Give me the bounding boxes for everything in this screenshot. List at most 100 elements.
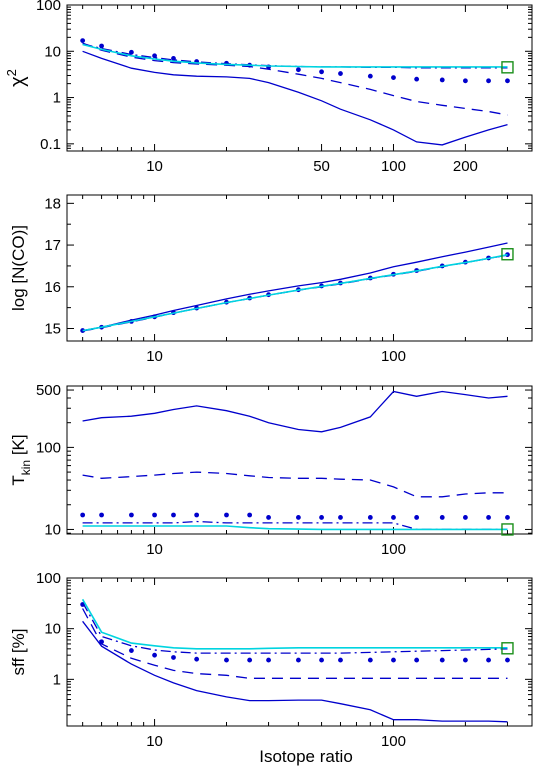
- series-dotted-point: [391, 75, 396, 80]
- series-dotted-point: [129, 49, 134, 55]
- x-tick-label: 10: [146, 348, 163, 365]
- series-dotted-point: [505, 515, 510, 520]
- series-dotted-point: [319, 69, 324, 75]
- x-tick-label: 100: [381, 348, 406, 365]
- series-dotted-point: [171, 655, 176, 660]
- series-dotted-point: [439, 657, 445, 663]
- series-dotted-point: [319, 515, 324, 520]
- x-tick-label: 100: [381, 541, 406, 558]
- best-fit-marker: [501, 642, 514, 655]
- y-axis-label: sff [%]: [9, 629, 28, 676]
- y-tick-label: 1: [53, 671, 61, 688]
- series-dotted-point: [171, 512, 176, 518]
- series-dotted-point: [296, 515, 301, 520]
- x-tick-label: 10: [146, 733, 163, 750]
- chart-panel-4: 10 100 1 10 100 sff [%]: [9, 570, 533, 750]
- series-dotted-point: [486, 515, 491, 520]
- series-dotted-point: [367, 73, 373, 79]
- series-dotted-point: [129, 648, 134, 653]
- y-tick-label: 17: [44, 237, 61, 254]
- series-solid-line: [82, 390, 508, 433]
- series-dotted-point: [505, 78, 510, 84]
- series-cyan-line: [82, 253, 508, 332]
- series-dashed-line: [82, 471, 508, 498]
- chart-panel-1: 10 50 100 200 0.1 1 10 100 χ2: [4, 0, 533, 175]
- x-tick-label: 10: [146, 158, 163, 175]
- series-dotted-point: [463, 657, 468, 663]
- series-dotted-point: [319, 657, 324, 663]
- y-tick-label: 100: [36, 439, 61, 456]
- series-dotted-point: [224, 512, 229, 518]
- series-dotted-point: [414, 515, 420, 520]
- series-dashdot-line: [82, 602, 508, 654]
- series-dashed-line: [82, 42, 508, 116]
- series-dotted-point: [194, 512, 200, 518]
- series-dotted-point: [486, 78, 491, 84]
- best-fit-marker: [501, 523, 514, 536]
- y-axis-label: χ2: [4, 69, 29, 87]
- series-dotted-point: [194, 656, 200, 662]
- x-tick-label: 100: [381, 733, 406, 750]
- y-tick-label: 1: [53, 90, 61, 107]
- axes-frame: [66, 194, 533, 342]
- y-tick-label: 500: [36, 382, 61, 399]
- series-solid-line: [82, 242, 508, 332]
- series-dotted-point: [505, 657, 510, 663]
- series-dotted-point: [463, 78, 468, 84]
- y-tick-label: 18: [44, 195, 61, 212]
- series-dotted-point: [463, 515, 468, 520]
- y-axis-label: log [N(CO)]: [9, 225, 28, 311]
- series-dotted-point: [99, 639, 104, 645]
- series-dotted-point: [152, 512, 157, 518]
- series-dotted-point: [439, 515, 445, 520]
- series-dotted-point: [338, 515, 343, 520]
- series-cyan-line: [82, 43, 508, 68]
- y-tick-label: 15: [44, 320, 61, 337]
- series-dotted-point: [247, 512, 253, 518]
- y-tick-label: 10: [44, 621, 61, 638]
- series-solid-line: [82, 50, 508, 146]
- series-dotted-point: [266, 515, 271, 520]
- series-dotted-point: [414, 76, 420, 82]
- series-dotted-point: [99, 43, 104, 49]
- y-axis-label: Tkin [K]: [9, 434, 33, 485]
- chart-panel-3: 10 100 10 100 500 Tkin [K]: [9, 382, 533, 558]
- series-dotted-point: [152, 53, 157, 59]
- y-tick-label: 10: [44, 521, 61, 538]
- series-dotted-point: [80, 38, 86, 44]
- series-dotted-point: [338, 657, 343, 663]
- axes-frame: [66, 4, 533, 152]
- series-dotted-point: [152, 652, 157, 658]
- series-dotted-point: [414, 657, 420, 663]
- series-dotted-point: [486, 657, 491, 663]
- series-dashdot-line: [82, 43, 508, 69]
- series-dotted-point: [367, 515, 373, 520]
- series-dotted-point: [171, 56, 176, 61]
- series-dotted-point: [247, 657, 253, 663]
- y-tick-label: 100: [36, 0, 61, 14]
- x-tick-label: 200: [453, 158, 478, 175]
- series-dotted-point: [129, 512, 134, 518]
- series-solid-line: [82, 620, 508, 723]
- series-dotted-point: [296, 657, 301, 663]
- series-dotted-point: [296, 67, 301, 73]
- x-tick-label: 100: [381, 158, 406, 175]
- series-dotted-point: [338, 71, 343, 76]
- best-fit-marker: [501, 61, 514, 74]
- axes-frame: [66, 385, 533, 535]
- series-dotted-point: [266, 657, 271, 663]
- y-tick-label: 10: [44, 43, 61, 60]
- y-tick-label: 100: [36, 570, 61, 587]
- chart-panel-2: 10 100 15 16 17 18 log [N(CO)]: [9, 194, 533, 365]
- series-dotted-point: [391, 657, 396, 663]
- series-dotted-point: [391, 515, 396, 520]
- series-dashed-line: [82, 608, 508, 679]
- series-dotted-point: [439, 77, 445, 83]
- series-dotted-point: [99, 512, 104, 518]
- x-axis-label: Isotope ratio: [259, 747, 353, 766]
- series-dotted-point: [80, 512, 86, 518]
- series-cyan-line: [82, 525, 508, 531]
- series-cyan-line: [81, 598, 508, 650]
- x-tick-label: 10: [146, 541, 163, 558]
